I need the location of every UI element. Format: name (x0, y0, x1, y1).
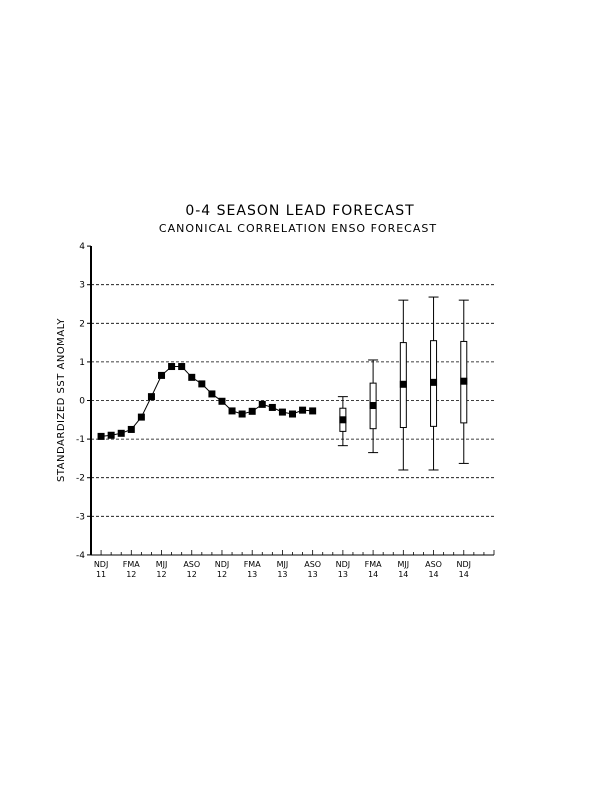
x-tick-label-season: MJJ (156, 560, 168, 569)
observed-point (97, 432, 105, 440)
grid-lines (91, 284, 494, 517)
x-tick-label-year: 13 (308, 570, 318, 579)
observed-point (309, 407, 317, 415)
observed-point (228, 407, 236, 415)
forecast-median-point (460, 377, 468, 385)
observed-point (268, 403, 276, 411)
observed-point (117, 429, 125, 437)
observed-point (278, 408, 286, 416)
x-tick-label-season: FMA (123, 560, 141, 569)
forecast-boxes (337, 296, 469, 471)
observed-point (198, 380, 206, 388)
y-tick-label: -2 (76, 474, 85, 484)
y-tick-label: 4 (79, 242, 85, 252)
x-tick-label-year: 12 (187, 570, 197, 579)
x-tick-label-year: 13 (277, 570, 287, 579)
x-tick-label-season: FMA (365, 560, 383, 569)
x-tick-label-year: 14 (428, 570, 438, 579)
observed-point (158, 371, 166, 379)
x-tick-label-season: ASO (425, 560, 442, 569)
y-tick-label: 3 (79, 281, 85, 291)
x-tick-label-year: 13 (338, 570, 348, 579)
observed-point (188, 373, 196, 381)
x-tick-label-year: 12 (126, 570, 136, 579)
forecast-median-point (339, 416, 347, 424)
observed-point (218, 397, 226, 405)
x-tick-label-season: NDJ (457, 560, 472, 569)
observed-point (178, 363, 186, 371)
observed-point (168, 363, 176, 371)
forecast-median-point (369, 402, 377, 410)
axes: -4-3-2-101234NDJ11FMA12MJJ12ASO12NDJ12FM… (76, 242, 495, 579)
chart-subtitle: CANONICAL CORRELATION ENSO FORECAST (159, 222, 437, 235)
y-tick-label: 1 (79, 358, 85, 368)
x-tick-label-season: NDJ (94, 560, 109, 569)
x-tick-label-season: MJJ (277, 560, 289, 569)
observed-point (299, 406, 307, 414)
x-tick-label-season: NDJ (215, 560, 230, 569)
x-tick-label-season: FMA (244, 560, 262, 569)
x-tick-label-year: 13 (247, 570, 257, 579)
y-tick-label: 2 (79, 319, 85, 329)
x-tick-label-year: 14 (459, 570, 469, 579)
x-tick-label-year: 12 (156, 570, 166, 579)
x-tick-label-season: NDJ (336, 560, 351, 569)
x-tick-label-year: 11 (96, 570, 106, 579)
y-tick-label: 0 (79, 397, 85, 407)
x-tick-label-year: 14 (398, 570, 408, 579)
y-axis-label: STANDARDIZED SST ANOMALY (56, 318, 67, 482)
observed-point (248, 407, 256, 415)
observed-line (101, 366, 313, 437)
observed-point (127, 425, 135, 433)
observed-point (208, 390, 216, 398)
x-tick-label-season: ASO (183, 560, 200, 569)
y-tick-label: -1 (76, 435, 85, 445)
observed-series (97, 363, 317, 440)
observed-point (289, 410, 296, 418)
observed-point (238, 410, 246, 418)
x-tick-label-season: ASO (304, 560, 321, 569)
forecast-median-point (430, 378, 438, 386)
x-tick-label-season: MJJ (398, 560, 410, 569)
observed-point (258, 400, 266, 408)
x-tick-label-year: 14 (368, 570, 378, 579)
observed-point (147, 393, 155, 401)
chart-title: 0-4 SEASON LEAD FORECAST (185, 203, 414, 219)
forecast-median-point (399, 380, 407, 388)
y-tick-label: -3 (76, 512, 85, 522)
observed-point (137, 413, 145, 421)
observed-point (107, 431, 115, 439)
y-tick-label: -4 (76, 551, 85, 561)
x-tick-label-year: 12 (217, 570, 227, 579)
